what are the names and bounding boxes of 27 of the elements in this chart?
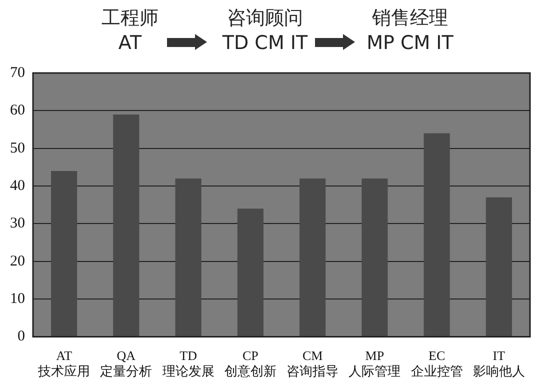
y-tick-label: 10 [10, 291, 25, 308]
x-tick-label: QA 定量分析 [100, 348, 152, 379]
bar [237, 208, 264, 336]
x-tick-label: MP 人际管理 [348, 348, 401, 379]
y-tick-label: 50 [10, 140, 25, 156]
x-tick-label: AT 技术应用 [37, 348, 90, 379]
y-tick-label: 30 [10, 216, 25, 232]
bar [51, 170, 78, 336]
text: 咨询顾问 TD CM IT [222, 6, 308, 56]
bar [362, 178, 388, 336]
y-tick-label: 20 [10, 253, 25, 270]
bar [113, 114, 140, 336]
text: 销售经理 MP CM IT [366, 6, 454, 56]
x-tick-label: IT 影响他人 [472, 348, 525, 379]
bar [486, 197, 512, 336]
x-tick-label: TD 理论发展 [162, 348, 214, 379]
x-tick-label: EC 企业控管 [410, 348, 463, 379]
bar [300, 178, 326, 336]
x-tick-label: CP 创意创新 [224, 348, 276, 379]
bar [175, 178, 202, 336]
text: 工程师 AT [102, 6, 158, 56]
y-tick-label: 40 [10, 178, 25, 194]
y-tick-label: 0 [18, 328, 25, 345]
y-tick-label: 70 [10, 64, 25, 81]
x-tick-label: CM 咨询指导 [286, 348, 339, 379]
y-tick-label: 60 [10, 102, 25, 119]
bar [424, 133, 450, 336]
